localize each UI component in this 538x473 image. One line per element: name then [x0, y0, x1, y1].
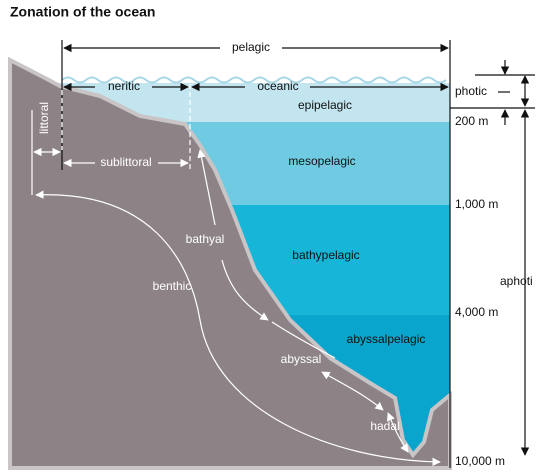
pelagic-label: pelagic: [232, 40, 270, 54]
benthic-label: benthic: [153, 279, 192, 293]
title: Zonation of the ocean: [10, 4, 155, 20]
bathypelagic-label: bathypelagic: [292, 248, 359, 262]
sublittoral-label: sublittoral: [100, 155, 151, 169]
hadal-label: hadal: [370, 419, 399, 433]
depth-label: 1,000 m: [455, 197, 498, 211]
mesopelagic-label: mesopelagic: [288, 154, 355, 168]
oceanic-label: oceanic: [257, 79, 298, 93]
littoral-bg: [38, 94, 52, 144]
depth-label: 4,000 m: [455, 305, 498, 319]
abyssal-label: abyssal: [281, 352, 322, 366]
littoral-label: littoral: [37, 102, 51, 134]
aphotic-label: aphoti: [500, 274, 533, 288]
surface: [61, 76, 447, 84]
bathyal-label: bathyal: [186, 232, 225, 246]
depth-label: 200 m: [455, 114, 488, 128]
epipelagic-label: epipelagic: [298, 98, 352, 112]
photic-label: photic: [455, 84, 487, 98]
depth-label: 10,000 m: [455, 454, 505, 468]
neritic-label: neritic: [108, 79, 140, 93]
abyssalpelagic-label: abyssalpelagic: [347, 332, 426, 346]
